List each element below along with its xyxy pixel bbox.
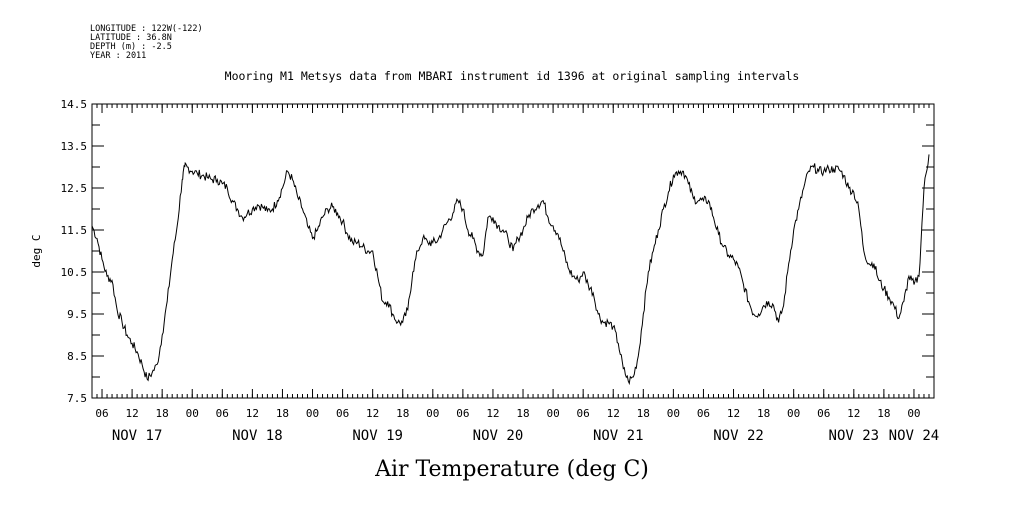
x-tick-label: 12 bbox=[847, 407, 860, 420]
series-line-air-temperature bbox=[91, 154, 930, 386]
x-tick-label: 18 bbox=[156, 407, 169, 420]
x-tick-label: 00 bbox=[546, 407, 559, 420]
y-axis-label: deg C bbox=[30, 234, 43, 267]
day-label: NOV 18 bbox=[232, 428, 283, 444]
x-tick-label: 00 bbox=[186, 407, 199, 420]
x-tick-label: 12 bbox=[246, 407, 259, 420]
x-tick-label: 18 bbox=[757, 407, 770, 420]
x-tick-label: 00 bbox=[667, 407, 680, 420]
x-tick-label: 18 bbox=[877, 407, 890, 420]
y-tick-label: 12.5 bbox=[61, 182, 88, 195]
x-tick-label: 18 bbox=[396, 407, 409, 420]
x-tick-label: 12 bbox=[486, 407, 499, 420]
axis-ticks bbox=[91, 103, 935, 399]
x-tick-label: 12 bbox=[366, 407, 379, 420]
x-tick-label: 12 bbox=[727, 407, 740, 420]
y-tick-label: 8.5 bbox=[67, 350, 87, 363]
day-label: NOV 24 bbox=[889, 428, 940, 444]
x-tick-label: 06 bbox=[336, 407, 349, 420]
day-label: NOV 17 bbox=[112, 428, 163, 444]
y-tick-label: 14.5 bbox=[61, 98, 88, 111]
y-tick-label: 11.5 bbox=[61, 224, 88, 237]
depth-label: DEPTH (m) : -2.5 bbox=[90, 42, 172, 52]
x-tick-label: 18 bbox=[276, 407, 289, 420]
x-tick-label: 06 bbox=[697, 407, 710, 420]
x-tick-label: 18 bbox=[516, 407, 529, 420]
x-tick-label: 06 bbox=[817, 407, 830, 420]
day-label: NOV 21 bbox=[593, 428, 644, 444]
day-label: NOV 23 bbox=[829, 428, 880, 444]
x-tick-label: 00 bbox=[787, 407, 800, 420]
day-label: NOV 19 bbox=[352, 428, 403, 444]
day-label: NOV 20 bbox=[473, 428, 524, 444]
x-tick-label: 00 bbox=[426, 407, 439, 420]
year-label: YEAR : 2011 bbox=[90, 51, 146, 61]
y-tick-label: 7.5 bbox=[67, 392, 87, 405]
chart-title: Mooring M1 Metsys data from MBARI instru… bbox=[225, 69, 800, 83]
axis-labels: 06 12 18 00 06 12 18 00 06 12 18 00 06 12 18 00 06 12 18 00… bbox=[61, 98, 940, 444]
x-tick-label: 06 bbox=[95, 407, 108, 420]
x-tick-label: 06 bbox=[456, 407, 469, 420]
x-axis-label: Air Temperature (deg C) bbox=[374, 457, 649, 482]
latitude-label: LATITUDE : 36.8N bbox=[90, 33, 172, 43]
x-tick-label: 12 bbox=[607, 407, 620, 420]
y-tick-label: 9.5 bbox=[67, 308, 87, 321]
x-tick-label: 06 bbox=[577, 407, 590, 420]
x-tick-label: 00 bbox=[306, 407, 319, 420]
day-label: NOV 22 bbox=[713, 428, 764, 444]
x-tick-label: 06 bbox=[216, 407, 229, 420]
x-tick-label: 00 bbox=[907, 407, 920, 420]
x-tick-label: 18 bbox=[637, 407, 650, 420]
longitude-label: LONGITUDE : 122W(-122) bbox=[90, 24, 203, 34]
x-tick-label: 12 bbox=[125, 407, 138, 420]
y-tick-label: 10.5 bbox=[61, 266, 88, 279]
y-tick-label: 13.5 bbox=[61, 140, 88, 153]
